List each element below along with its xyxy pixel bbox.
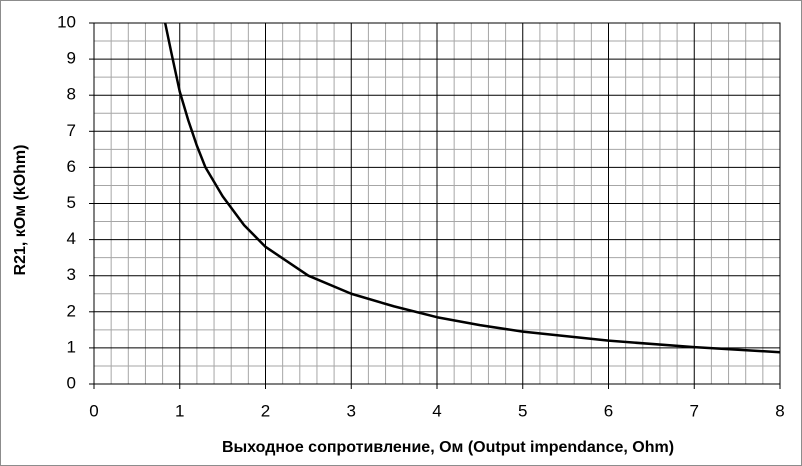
y-tick-label: 7: [67, 121, 76, 140]
x-tick-label: 6: [604, 401, 613, 420]
x-tick-label: 2: [261, 401, 270, 420]
x-tick-label: 1: [175, 401, 184, 420]
y-tick-label: 3: [67, 265, 76, 284]
x-axis-title: Выходное сопротивление, Ом (Output impen…: [222, 439, 674, 456]
x-tick-label: 5: [518, 401, 527, 420]
x-tick-label: 8: [775, 401, 784, 420]
y-tick-label: 4: [67, 229, 76, 248]
x-tick-label: 4: [432, 401, 441, 420]
x-tick-label: 0: [89, 401, 98, 420]
y-axis-title: R21, кОм (kOhm): [12, 145, 29, 276]
y-tick-label: 1: [67, 337, 76, 356]
y-tick-label: 6: [67, 157, 76, 176]
y-tick-label: 0: [67, 373, 76, 392]
plot-border: [93, 22, 781, 385]
y-tick-label: 9: [67, 49, 76, 68]
y-tick-label: 2: [67, 301, 76, 320]
y-tick-label: 8: [67, 85, 76, 104]
y-tick-label: 10: [57, 12, 76, 31]
line-series: [163, 22, 781, 354]
x-tick-label: 3: [347, 401, 356, 420]
x-tick-label: 7: [690, 401, 699, 420]
y-tick-label: 5: [67, 193, 76, 212]
